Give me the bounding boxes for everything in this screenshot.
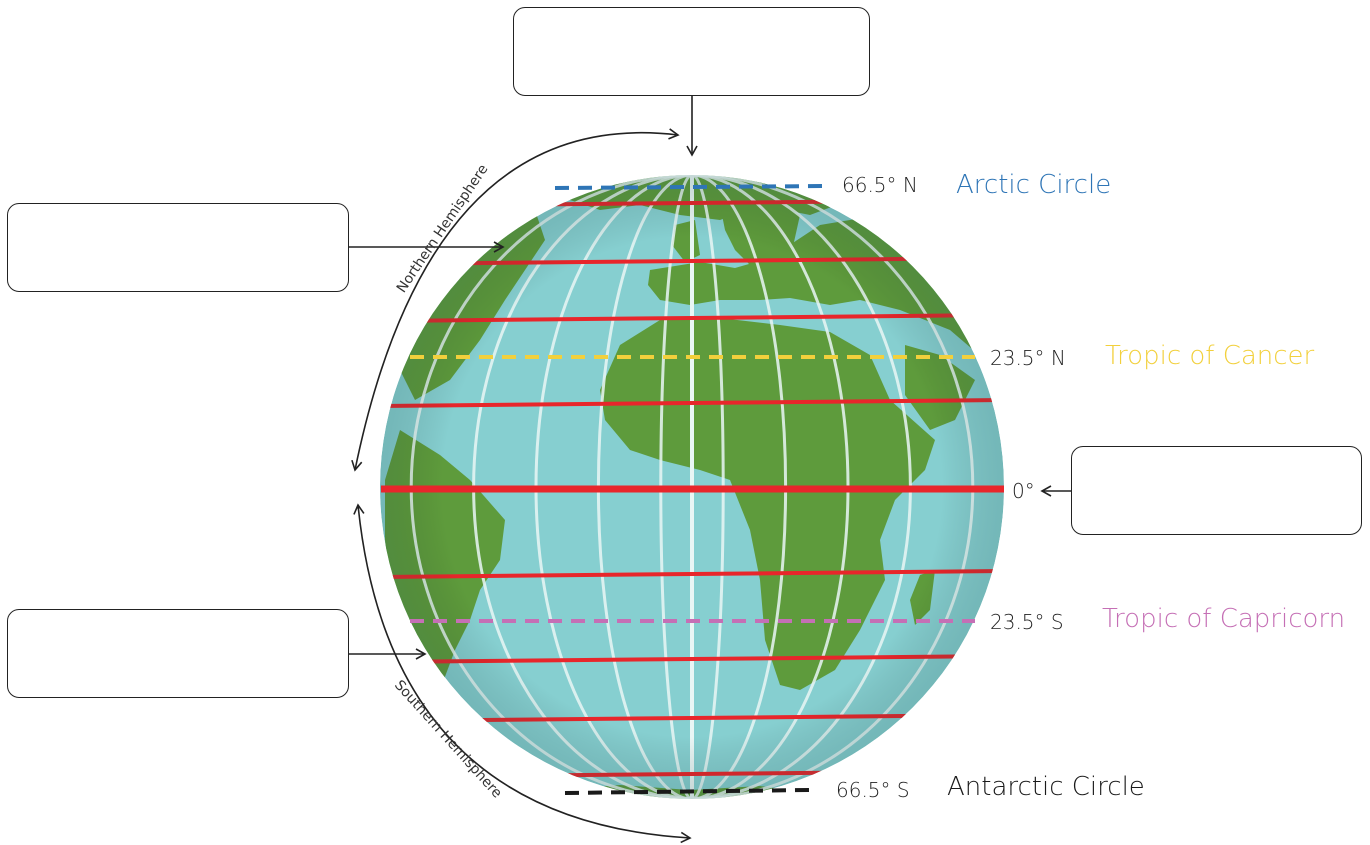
arctic-circle-name: Arctic Circle	[956, 170, 1112, 200]
label-box-lower-left[interactable]	[7, 609, 349, 698]
antarctic-circle-line	[564, 788, 811, 795]
southern-hemisphere-arrow	[353, 503, 692, 844]
antarctic-circle-name: Antarctic Circle	[947, 772, 1145, 802]
capricorn-degree-label: 23.5° S	[990, 610, 1064, 634]
tropic-of-capricorn-name: Tropic of Capricorn	[1102, 604, 1346, 634]
tropic-of-cancer-name: Tropic of Cancer	[1105, 341, 1315, 371]
antarctic-degree-label: 66.5° S	[836, 778, 910, 802]
label-box-right[interactable]	[1071, 446, 1362, 535]
equator-degree-label: 0°	[1012, 479, 1035, 503]
arctic-degree-label: 66.5° N	[842, 173, 918, 197]
cancer-degree-label: 23.5° N	[990, 346, 1066, 370]
label-box-top[interactable]	[513, 7, 870, 96]
northern-hemisphere-arrow	[351, 128, 680, 472]
label-box-upper-left[interactable]	[7, 203, 349, 292]
globe	[380, 175, 1004, 799]
